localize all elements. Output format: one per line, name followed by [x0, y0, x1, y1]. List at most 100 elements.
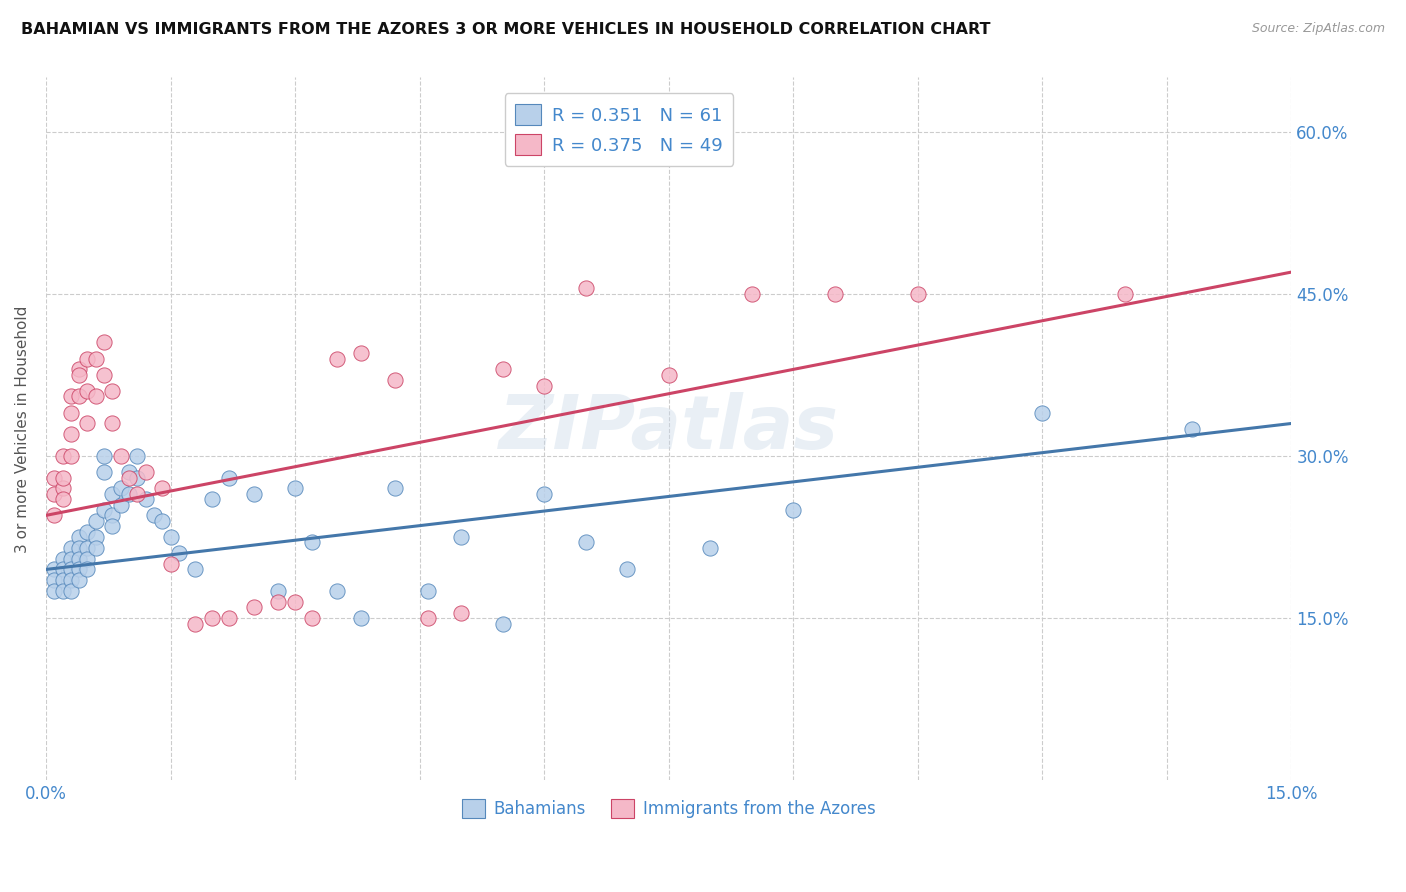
Point: [284, 481, 307, 495]
Point: [450, 530, 472, 544]
Point: [76, 351, 98, 366]
Point: [201, 492, 224, 507]
Point: [492, 616, 515, 631]
Point: [118, 487, 141, 501]
Point: [44, 508, 66, 523]
Point: [350, 611, 373, 625]
Point: [242, 487, 264, 501]
Point: [52, 470, 75, 484]
Point: [325, 584, 347, 599]
Point: [907, 286, 929, 301]
Text: ZIPatlas: ZIPatlas: [499, 392, 839, 466]
Point: [67, 389, 90, 403]
Point: [242, 600, 264, 615]
Point: [492, 362, 515, 376]
Point: [1114, 286, 1136, 301]
Point: [84, 514, 107, 528]
Point: [782, 503, 804, 517]
Point: [67, 362, 90, 376]
Point: [59, 427, 82, 442]
Text: Source: ZipAtlas.com: Source: ZipAtlas.com: [1251, 22, 1385, 36]
Point: [416, 611, 439, 625]
Legend: Bahamians, Immigrants from the Azores: Bahamians, Immigrants from the Azores: [456, 792, 882, 825]
Point: [384, 373, 406, 387]
Point: [93, 465, 115, 479]
Point: [67, 541, 90, 555]
Point: [59, 389, 82, 403]
Point: [44, 562, 66, 576]
Point: [575, 281, 598, 295]
Point: [267, 584, 290, 599]
Point: [110, 481, 132, 495]
Point: [93, 368, 115, 382]
Point: [110, 498, 132, 512]
Point: [135, 465, 157, 479]
Point: [76, 541, 98, 555]
Point: [533, 378, 555, 392]
Point: [52, 449, 75, 463]
Point: [76, 551, 98, 566]
Point: [101, 508, 124, 523]
Point: [150, 481, 173, 495]
Point: [76, 562, 98, 576]
Point: [59, 406, 82, 420]
Point: [110, 449, 132, 463]
Point: [52, 551, 75, 566]
Point: [301, 611, 323, 625]
Point: [350, 346, 373, 360]
Point: [67, 530, 90, 544]
Point: [118, 465, 141, 479]
Point: [118, 470, 141, 484]
Point: [44, 584, 66, 599]
Point: [741, 286, 763, 301]
Point: [76, 524, 98, 539]
Point: [84, 351, 107, 366]
Point: [44, 574, 66, 588]
Point: [127, 487, 149, 501]
Point: [93, 503, 115, 517]
Point: [150, 514, 173, 528]
Point: [284, 595, 307, 609]
Point: [101, 384, 124, 398]
Point: [416, 584, 439, 599]
Point: [67, 574, 90, 588]
Point: [52, 584, 75, 599]
Point: [93, 335, 115, 350]
Point: [67, 562, 90, 576]
Point: [44, 470, 66, 484]
Point: [1031, 406, 1053, 420]
Point: [67, 368, 90, 382]
Point: [575, 535, 598, 549]
Point: [52, 562, 75, 576]
Point: [184, 562, 207, 576]
Point: [1181, 422, 1204, 436]
Point: [218, 611, 240, 625]
Point: [201, 611, 224, 625]
Point: [159, 530, 181, 544]
Point: [52, 574, 75, 588]
Point: [450, 606, 472, 620]
Point: [135, 492, 157, 507]
Point: [101, 519, 124, 533]
Point: [44, 487, 66, 501]
Point: [76, 384, 98, 398]
Point: [127, 449, 149, 463]
Point: [301, 535, 323, 549]
Point: [533, 487, 555, 501]
Point: [159, 557, 181, 571]
Text: BAHAMIAN VS IMMIGRANTS FROM THE AZORES 3 OR MORE VEHICLES IN HOUSEHOLD CORRELATI: BAHAMIAN VS IMMIGRANTS FROM THE AZORES 3…: [21, 22, 991, 37]
Point: [267, 595, 290, 609]
Point: [218, 470, 240, 484]
Point: [824, 286, 846, 301]
Point: [59, 574, 82, 588]
Point: [52, 481, 75, 495]
Y-axis label: 3 or more Vehicles in Household: 3 or more Vehicles in Household: [15, 305, 30, 552]
Point: [84, 389, 107, 403]
Point: [699, 541, 721, 555]
Point: [59, 584, 82, 599]
Point: [167, 546, 190, 560]
Point: [59, 449, 82, 463]
Point: [127, 470, 149, 484]
Point: [84, 530, 107, 544]
Point: [59, 541, 82, 555]
